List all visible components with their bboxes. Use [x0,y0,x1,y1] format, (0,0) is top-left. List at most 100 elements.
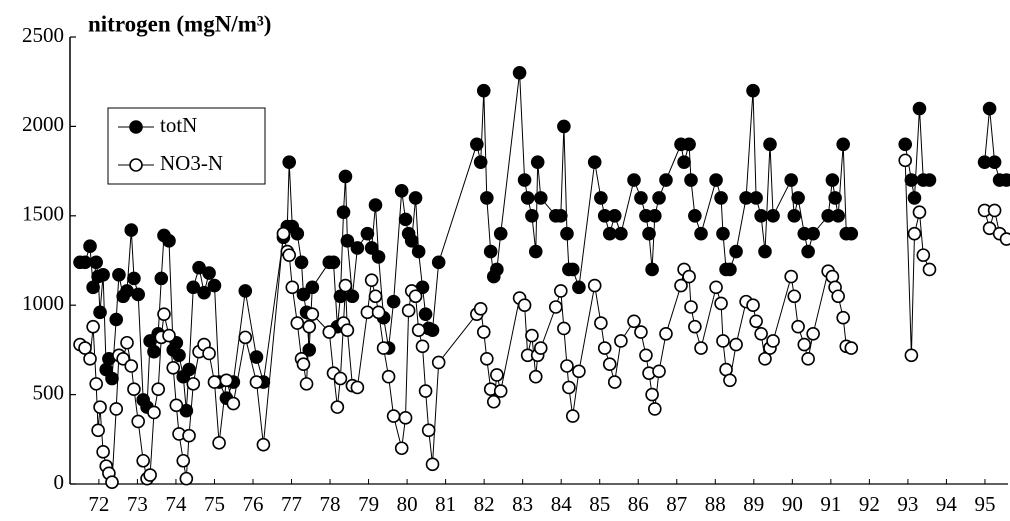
series-line [79,160,1007,483]
data-point [364,241,379,255]
data-point [659,327,673,341]
data-point [754,209,768,223]
data-point [483,244,498,259]
data-point [162,328,176,343]
data-point [627,314,641,329]
data-point [716,226,730,241]
data-point [212,436,226,450]
data-point [572,364,586,379]
data-point [368,289,383,304]
data-point [425,457,440,472]
data-point [607,209,622,223]
data-point [376,341,391,355]
y-tick-label: 0 [54,470,65,494]
data-point [587,155,602,169]
data-point [338,169,353,184]
data-point [338,278,353,293]
data-point [78,255,92,270]
data-point [143,468,157,482]
data-point [162,234,176,248]
data-point [766,209,780,223]
data-point [340,234,355,248]
data-point [749,191,763,205]
data-point [120,335,134,350]
data-point [493,226,508,241]
data-point [627,173,641,187]
data-point [602,226,617,241]
data-point [684,300,698,314]
data-point [801,244,815,259]
data-point [836,137,850,152]
data-point [386,409,401,423]
data-point [904,348,919,363]
data-point [614,334,628,348]
data-point [645,262,659,277]
legend: totN NO3-N [107,107,266,185]
data-point [562,380,576,395]
data-point [147,405,161,420]
data-point [729,337,743,352]
data-point [560,226,574,241]
data-point [431,255,446,270]
data-point [470,137,484,152]
data-point [179,471,194,486]
data-point [749,314,763,329]
data-point [91,423,105,438]
data-point [89,377,103,391]
data-point [652,364,666,379]
data-point [490,262,504,277]
data-point [825,173,840,187]
data-point [408,191,423,205]
chart-title: nitrogen (mgN/m³) [88,11,271,36]
y-tick-label: 1500 [22,202,64,226]
data-point [476,83,491,98]
data-point [276,226,291,241]
data-point [723,262,737,277]
data-point [411,244,426,259]
data-point [431,355,446,370]
data-point [93,400,107,414]
data-point [533,341,548,355]
data-point [109,402,124,416]
data-point [368,198,383,212]
data-point [714,191,728,205]
data-point [528,244,543,259]
data-point [398,212,413,227]
data-point [386,294,401,309]
data-point [207,375,222,389]
data-point [723,373,737,388]
data-point [473,155,488,169]
data-point [642,226,656,241]
x-tick-label: 89 [743,492,764,516]
data-point [688,209,702,223]
data-point [533,191,548,205]
data-point [806,327,820,341]
data-point [418,307,433,321]
data-point [404,234,419,248]
x-tick-label: 92 [859,492,880,516]
data-point [648,402,662,416]
data-point [682,269,696,284]
data-point [517,298,532,313]
data-point [186,280,201,295]
data-point [151,382,166,397]
data-point [517,173,532,187]
data-point [490,368,504,382]
data-point [565,262,580,277]
data-point [480,352,494,366]
data-point [682,137,696,152]
data-point [594,191,608,205]
data-point [86,319,100,334]
x-tick-label: 91 [820,492,841,516]
x-tick-label: 74 [165,492,187,516]
data-point [86,280,100,295]
x-tick-label: 78 [320,492,341,516]
data-point [83,352,97,366]
data-point [904,173,919,187]
x-tick-label: 73 [127,492,148,516]
data-point [120,284,134,298]
data-point [528,369,543,384]
data-point [602,357,617,372]
data-point [411,323,426,338]
data-point [709,280,723,295]
